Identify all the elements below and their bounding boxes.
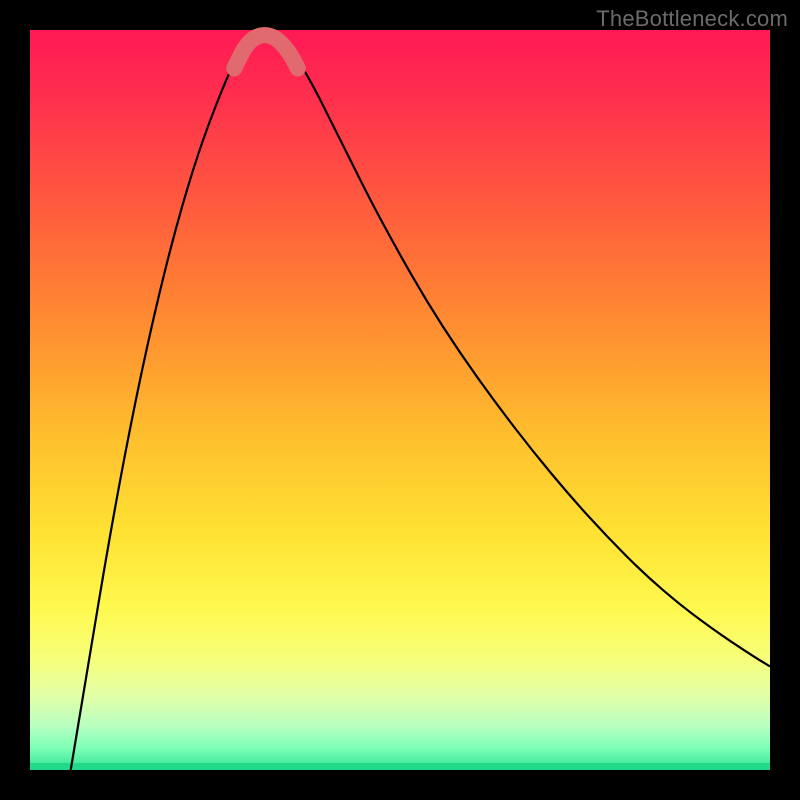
watermark-text: TheBottleneck.com	[596, 6, 788, 32]
curves-layer	[30, 30, 770, 770]
black-curve-right	[285, 45, 770, 667]
plot-area	[30, 30, 770, 770]
pink-u-curve	[234, 35, 298, 68]
black-curve-left	[71, 45, 246, 770]
figure-root: { "meta": { "watermark_text": "TheBottle…	[0, 0, 800, 800]
